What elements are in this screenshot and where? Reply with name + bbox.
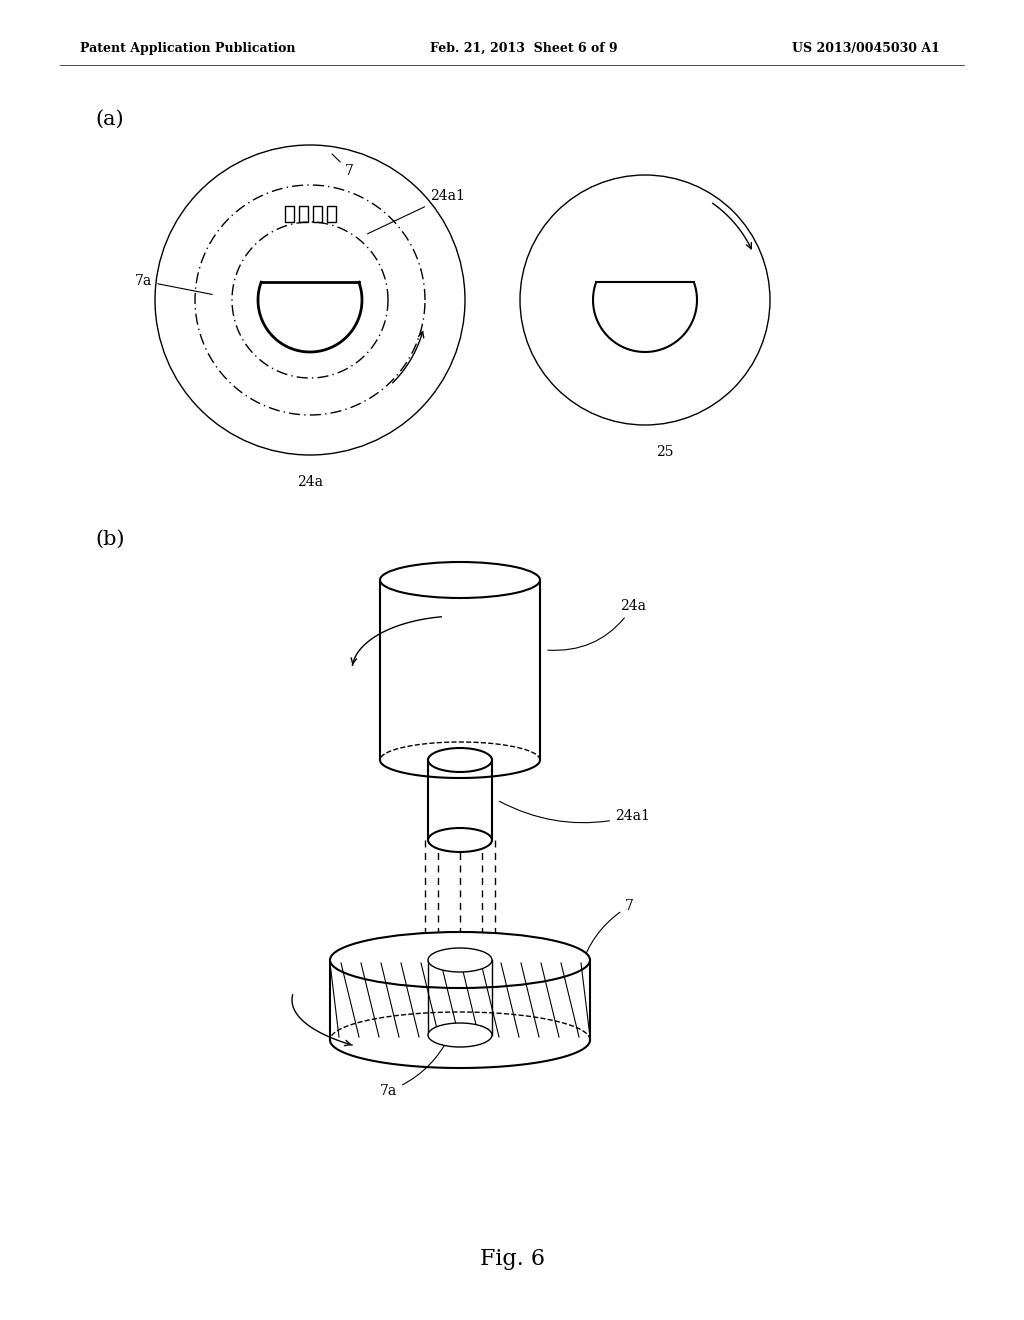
Text: (a): (a) <box>95 110 124 129</box>
Ellipse shape <box>428 948 492 972</box>
Ellipse shape <box>428 1023 492 1047</box>
Text: 24a: 24a <box>297 475 323 488</box>
Text: 25: 25 <box>656 445 674 459</box>
Text: 7: 7 <box>581 899 634 968</box>
Ellipse shape <box>380 562 540 598</box>
Text: 24a1: 24a1 <box>500 801 650 822</box>
Bar <box>299 206 307 222</box>
Text: 7: 7 <box>332 154 354 178</box>
Ellipse shape <box>428 748 492 772</box>
Bar <box>327 206 336 222</box>
Text: US 2013/0045030 A1: US 2013/0045030 A1 <box>793 42 940 55</box>
Bar <box>285 206 294 222</box>
Ellipse shape <box>428 828 492 851</box>
Text: 7a: 7a <box>380 1038 449 1098</box>
Text: Patent Application Publication: Patent Application Publication <box>80 42 296 55</box>
Text: 24a1: 24a1 <box>368 189 465 234</box>
Text: Feb. 21, 2013  Sheet 6 of 9: Feb. 21, 2013 Sheet 6 of 9 <box>430 42 617 55</box>
Text: 7a: 7a <box>135 275 212 294</box>
Text: Fig. 6: Fig. 6 <box>479 1247 545 1270</box>
Ellipse shape <box>330 932 590 987</box>
Bar <box>312 206 322 222</box>
Text: (b): (b) <box>95 531 125 549</box>
Text: 24a: 24a <box>548 599 646 651</box>
